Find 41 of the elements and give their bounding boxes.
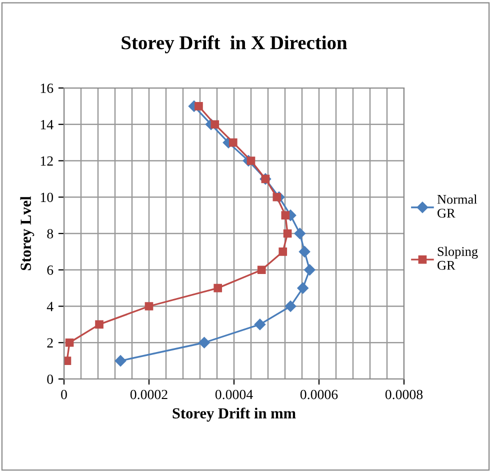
point	[281, 211, 290, 220]
x-axis-title: Storey Drift in mm	[172, 408, 296, 422]
point	[298, 246, 310, 258]
point	[294, 228, 306, 240]
point	[65, 338, 74, 347]
point	[64, 356, 72, 365]
y-tick-label: 12	[40, 156, 53, 166]
y-tick-label: 6	[47, 265, 54, 275]
x-tick-label: 0.0008	[385, 390, 423, 400]
point	[228, 138, 238, 147]
legend-label: Normal GR	[437, 194, 478, 218]
point	[246, 156, 256, 165]
y-tick-label: 10	[40, 192, 54, 202]
y-tick-label: 8	[47, 229, 54, 238]
y-tick-label: 4	[46, 302, 54, 312]
point	[198, 337, 210, 348]
point	[283, 229, 292, 238]
point	[114, 355, 126, 366]
x-tick-label: 0.0002	[130, 390, 168, 400]
point	[278, 248, 288, 256]
chart-title: Storey Drift in X Direction	[122, 35, 348, 54]
y-tick-label: 2	[47, 338, 53, 348]
y-tick-label: 16	[40, 84, 54, 93]
y-tick-label: 0	[47, 374, 54, 384]
y-tick-label: 14	[40, 120, 54, 130]
point	[95, 320, 104, 329]
x-tick-label: 0.0004	[215, 390, 253, 400]
point	[144, 302, 154, 310]
x-tick-label: 0	[61, 390, 67, 400]
point	[304, 264, 316, 276]
legend-label: Sloping GR	[438, 246, 478, 270]
point	[257, 266, 266, 274]
point	[214, 284, 222, 292]
point	[284, 300, 296, 312]
point	[297, 282, 308, 294]
y-axis-title: Storey Lvel	[20, 196, 34, 270]
point	[272, 192, 282, 202]
point	[254, 318, 266, 330]
point	[210, 120, 220, 129]
x-tick-label: 0.0006	[300, 390, 338, 400]
point	[194, 102, 203, 110]
